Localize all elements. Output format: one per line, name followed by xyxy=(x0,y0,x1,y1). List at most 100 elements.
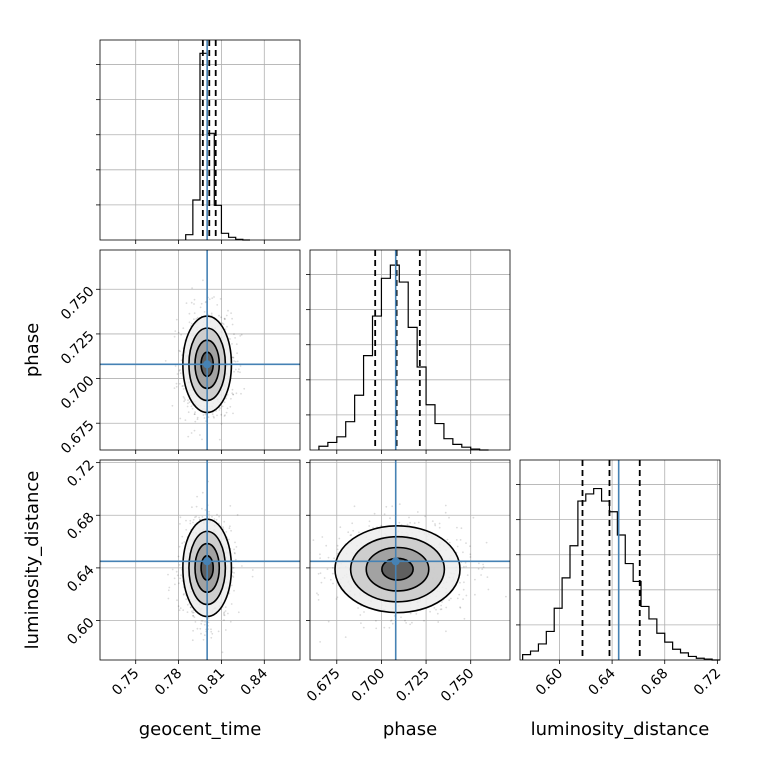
scatter-point xyxy=(179,607,182,609)
hist-step-luminosity_distance xyxy=(522,487,720,661)
scatter-point xyxy=(231,392,234,395)
scatter-point xyxy=(193,312,196,315)
scatter-point xyxy=(373,512,376,515)
scatter-point xyxy=(199,434,201,436)
scatter-point xyxy=(235,392,238,395)
scatter-point xyxy=(210,628,212,631)
xtick-label-phase-1: 0.700 xyxy=(349,666,389,706)
scatter-point xyxy=(231,575,234,577)
scatter-point xyxy=(226,325,228,328)
scatter-point xyxy=(220,316,222,319)
scatter-point xyxy=(190,405,193,408)
scatter-point xyxy=(391,622,394,625)
scatter-point xyxy=(177,331,180,334)
scatter-point xyxy=(336,544,339,547)
scatter-point xyxy=(444,511,447,514)
scatter-point xyxy=(416,511,419,513)
scatter-point xyxy=(195,515,198,518)
scatter-point xyxy=(229,620,232,623)
scatter-point xyxy=(231,388,234,391)
scatter-point xyxy=(234,541,236,544)
scatter-point xyxy=(184,399,187,401)
scatter-point xyxy=(178,545,181,548)
scatter-point xyxy=(316,592,318,595)
scatter-point xyxy=(176,599,178,602)
scatter-point xyxy=(216,513,218,516)
scatter-point xyxy=(224,414,226,416)
scatter-point xyxy=(191,611,194,614)
scatter-point xyxy=(325,544,328,547)
joint-panel-geocent_time-luminosity_distance xyxy=(96,459,301,664)
xtick-label-geocent_time-3: 0.84 xyxy=(238,665,271,698)
scatter-point xyxy=(331,572,334,575)
scatter-point xyxy=(218,438,221,441)
scatter-point xyxy=(465,594,468,597)
scatter-point xyxy=(188,321,191,324)
scatter-point xyxy=(440,608,443,611)
scatter-point xyxy=(201,491,204,494)
scatter-point xyxy=(183,541,186,543)
scatter-point xyxy=(486,576,489,578)
scatter-point xyxy=(185,302,188,304)
scatter-point xyxy=(423,619,425,622)
scatter-point xyxy=(225,531,228,533)
scatter-point xyxy=(464,561,467,564)
scatter-point xyxy=(168,586,171,589)
scatter-point xyxy=(185,519,187,522)
scatter-point xyxy=(357,607,359,609)
scatter-point xyxy=(178,369,181,372)
scatter-point xyxy=(465,565,467,568)
scatter-point xyxy=(478,562,480,565)
scatter-point xyxy=(167,589,170,592)
scatter-point xyxy=(358,531,360,534)
scatter-point xyxy=(230,529,233,532)
scatter-point xyxy=(208,513,211,516)
scatter-point xyxy=(203,634,206,637)
scatter-point xyxy=(223,614,226,617)
scatter-point xyxy=(202,638,205,641)
scatter-point xyxy=(239,371,241,374)
hist-frame-luminosity_distance xyxy=(519,459,721,661)
scatter-point xyxy=(196,627,199,630)
scatter-point xyxy=(192,611,195,614)
scatter-point xyxy=(219,298,222,300)
scatter-point xyxy=(448,599,451,602)
scatter-point xyxy=(459,606,461,609)
scatter-point xyxy=(181,542,184,545)
scatter-point xyxy=(225,411,228,414)
scatter-point xyxy=(234,368,237,371)
scatter-point xyxy=(171,568,174,571)
scatter-point xyxy=(215,518,218,521)
scatter-point xyxy=(232,412,234,415)
scatter-point xyxy=(200,302,203,305)
scatter-point xyxy=(456,545,459,548)
scatter-point xyxy=(323,577,326,579)
xtick-label-geocent_time-2: 0.81 xyxy=(195,666,228,699)
scatter-point xyxy=(234,552,236,555)
scatter-point xyxy=(459,666,461,668)
scatter-point xyxy=(359,614,362,616)
scatter-point xyxy=(225,314,228,317)
scatter-point xyxy=(178,609,181,612)
scatter-point xyxy=(175,385,178,388)
scatter-point xyxy=(230,584,233,587)
scatter-point xyxy=(221,405,224,408)
scatter-point xyxy=(208,516,211,518)
scatter-point xyxy=(231,343,233,345)
contour-line-2 xyxy=(365,546,430,592)
scatter-point xyxy=(444,504,447,507)
scatter-point xyxy=(409,623,411,626)
scatter-point xyxy=(435,608,437,611)
scatter-point xyxy=(191,506,193,509)
scatter-point xyxy=(186,611,189,614)
scatter-point xyxy=(251,569,254,571)
scatter-point xyxy=(459,581,461,584)
scatter-point xyxy=(445,630,447,633)
scatter-point xyxy=(180,359,183,362)
scatter-point xyxy=(189,606,192,609)
scatter-point xyxy=(336,596,339,599)
scatter-point xyxy=(222,526,225,529)
scatter-point xyxy=(466,574,469,576)
scatter-point xyxy=(434,524,437,527)
scatter-point xyxy=(424,515,426,518)
